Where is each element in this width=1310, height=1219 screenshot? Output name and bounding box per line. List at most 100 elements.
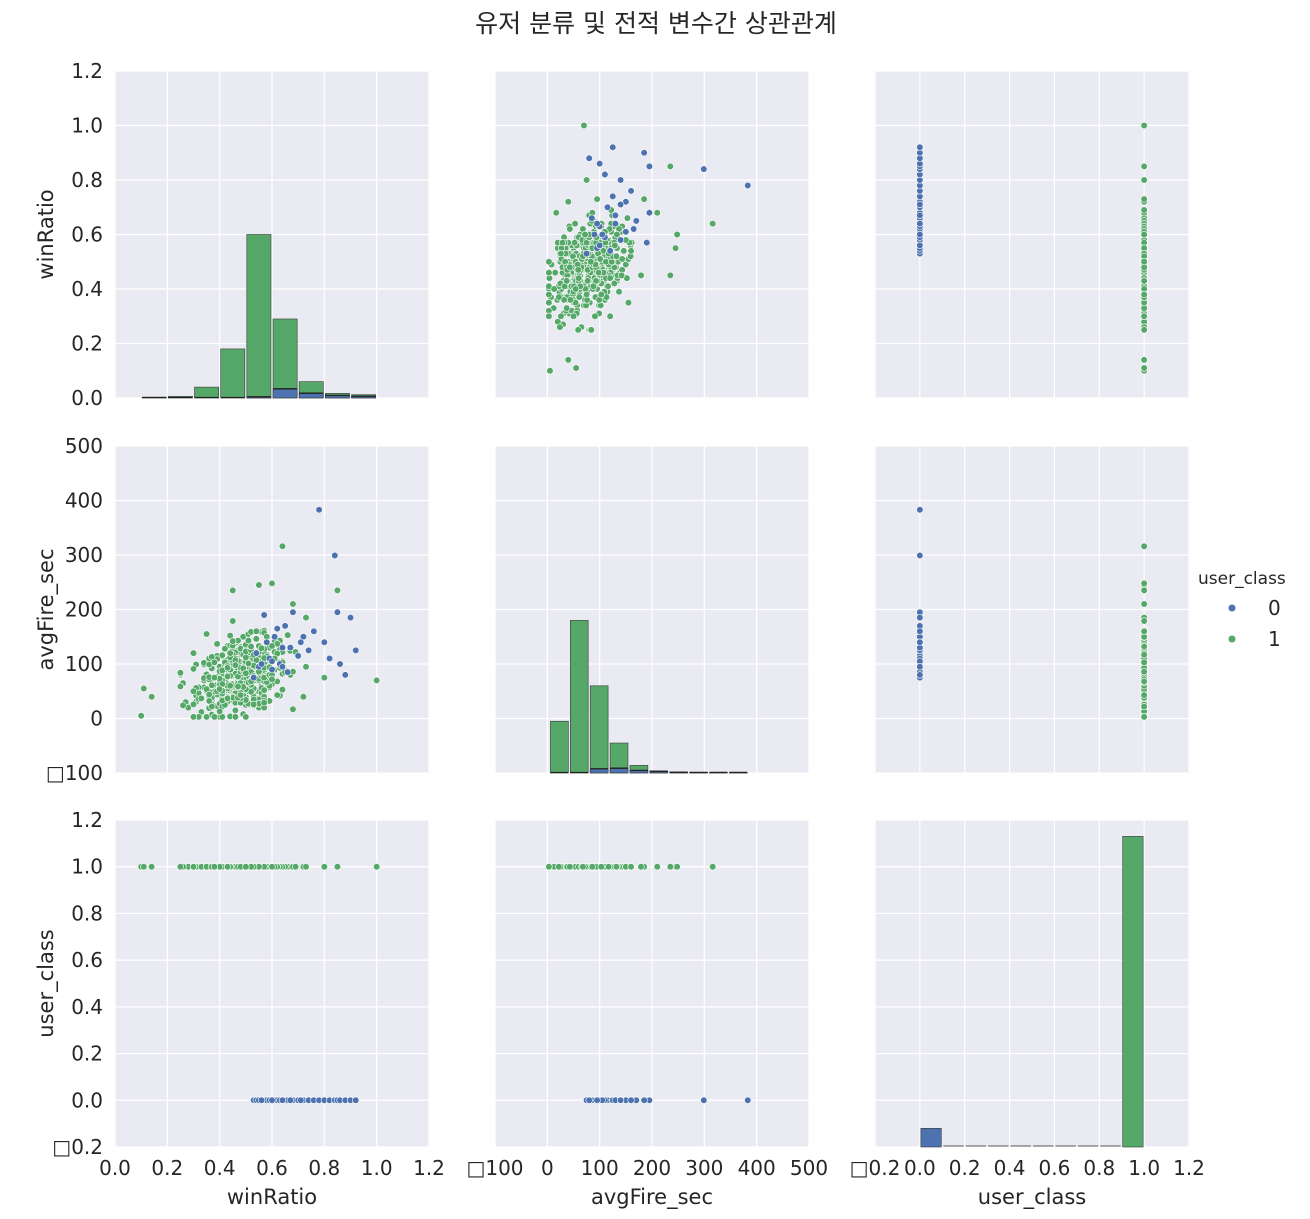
x-axis-label: winRatio	[227, 1185, 317, 1209]
y-tick-label: 0.6	[71, 223, 103, 247]
scatter-point-class1	[278, 542, 287, 550]
x-tick-label: 0.2	[151, 1156, 183, 1180]
scatter-point-class1	[581, 230, 589, 239]
y-tick-label: □0.2	[52, 1135, 103, 1159]
scatter-point-class0	[352, 646, 360, 654]
scatter-point-class1	[597, 863, 605, 871]
scatter-point-class1	[291, 863, 300, 871]
scatter-point-class0	[582, 249, 591, 258]
scatter-point-class1	[252, 635, 260, 643]
scatter-point-class0	[916, 638, 924, 646]
scatter-point-class1	[223, 694, 232, 702]
panel-winRatio-vs-avgFire_sec	[494, 70, 810, 399]
scatter-point-class1	[563, 304, 571, 312]
scatter-point-class0	[268, 665, 276, 674]
scatter-point-class1	[550, 285, 558, 293]
scatter-point-class1	[580, 121, 588, 130]
scatter-point-class1	[612, 252, 621, 260]
scatter-point-class1	[566, 296, 574, 304]
scatter-point-class1	[373, 863, 381, 871]
scatter-point-class1	[587, 326, 595, 334]
x-tick-label: 0.4	[204, 1156, 236, 1180]
scatter-point-class0	[588, 214, 596, 222]
scatter-point-class1	[176, 863, 185, 871]
scatter-point-class0	[916, 506, 924, 514]
scatter-point-class1	[1140, 258, 1148, 266]
scatter-point-class0	[622, 228, 630, 236]
scatter-point-class1	[242, 653, 250, 662]
scatter-point-class0	[596, 241, 604, 249]
hist-bar-class1	[589, 685, 609, 774]
scatter-point-class1	[575, 274, 583, 282]
scatter-point-class1	[216, 707, 224, 716]
scatter-point-class1	[289, 705, 297, 713]
scatter-point-class1	[1140, 176, 1148, 184]
y-tick-label: 0.6	[71, 948, 103, 972]
scatter-point-class1	[210, 863, 219, 871]
x-tick-label: 0.6	[256, 1156, 288, 1180]
x-tick-label: 0	[541, 1156, 554, 1180]
x-tick-label: 0.2	[949, 1156, 981, 1180]
hist-bar-class0	[609, 768, 629, 774]
x-tick-label: 0.8	[1083, 1156, 1115, 1180]
y-tick-label: 300	[65, 543, 103, 567]
scatter-point-class1	[671, 244, 680, 252]
scatter-point-class1	[564, 356, 572, 364]
scatter-point-class0	[616, 176, 625, 184]
scatter-point-class1	[140, 684, 148, 693]
scatter-point-class1	[673, 863, 681, 871]
scatter-point-class1	[1140, 691, 1148, 699]
scatter-point-class1	[208, 681, 216, 689]
scatter-point-class0	[352, 1096, 360, 1104]
scatter-point-class1	[592, 277, 600, 285]
legend: user_class 0 1	[1198, 569, 1286, 651]
scatter-point-class0	[273, 624, 281, 633]
scatter-point-class1	[289, 600, 297, 608]
scatter-point-class0	[632, 217, 640, 225]
scatter-point-class0	[250, 674, 258, 682]
scatter-point-class1	[1140, 702, 1148, 711]
scatter-point-class1	[666, 162, 674, 170]
scatter-point-class1	[1140, 206, 1148, 214]
scatter-point-class1	[189, 687, 198, 695]
scatter-point-class1	[556, 323, 564, 331]
scatter-point-class1	[1140, 356, 1148, 364]
scatter-point-class1	[1140, 195, 1148, 203]
x-tick-label: 0.4	[994, 1156, 1026, 1180]
hist-bar-class0	[920, 1128, 942, 1148]
scatter-point-class1	[637, 271, 645, 279]
scatter-point-class1	[1140, 230, 1148, 239]
x-tick-label: 0.6	[1039, 1156, 1071, 1180]
scatter-point-class0	[916, 220, 924, 228]
scatter-point-class1	[566, 263, 574, 271]
scatter-point-class0	[346, 614, 355, 622]
hist-bar-class0	[589, 768, 609, 774]
scatter-point-class0	[590, 230, 599, 239]
hist-bar-class1	[550, 720, 569, 774]
scatter-point-class0	[916, 551, 924, 560]
scatter-point-class0	[284, 668, 292, 676]
y-tick-label: 0.2	[71, 332, 103, 356]
scatter-point-class0	[263, 638, 271, 646]
scatter-point-class1	[673, 230, 681, 239]
scatter-point-class1	[250, 700, 258, 708]
scatter-point-class1	[257, 644, 266, 652]
scatter-point-class0	[627, 1096, 635, 1104]
y-tick-label: 0.8	[71, 168, 103, 192]
scatter-point-class1	[1140, 312, 1148, 320]
scatter-point-class1	[1140, 277, 1148, 285]
scatter-point-class0	[645, 209, 653, 217]
scatter-point-class1	[653, 209, 661, 217]
scatter-point-class0	[609, 143, 617, 151]
scatter-point-class1	[278, 686, 287, 694]
scatter-point-class1	[551, 269, 559, 277]
scatter-point-class1	[615, 288, 623, 296]
scatter-point-class0	[916, 241, 924, 249]
scatter-point-class0	[305, 646, 313, 654]
hist-bar-class0	[351, 396, 376, 399]
scatter-point-class1	[333, 863, 342, 871]
scatter-point-class1	[373, 676, 381, 684]
scatter-point-class0	[310, 627, 318, 635]
scatter-point-class0	[640, 149, 648, 157]
scatter-point-class1	[176, 669, 185, 677]
